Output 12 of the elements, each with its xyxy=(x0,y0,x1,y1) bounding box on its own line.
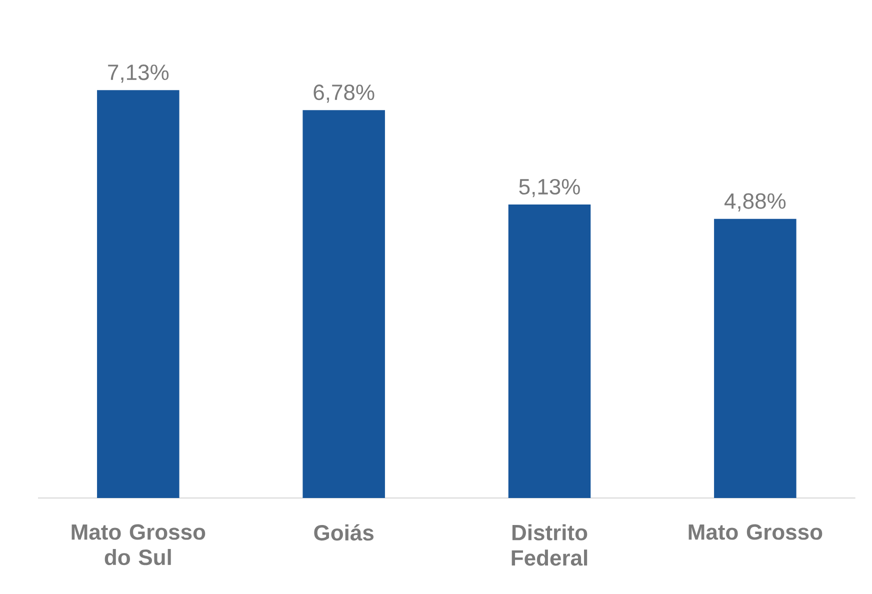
data-label: 6,78% xyxy=(314,84,374,103)
bar xyxy=(508,204,591,498)
x-tick-label: Mato Grosso xyxy=(688,524,822,540)
x-tick-label: Distrito Federal xyxy=(512,524,588,566)
x-tick-label: Goiás xyxy=(314,524,374,541)
x-tick-label: Mato Grosso do Sul xyxy=(72,524,206,566)
bar xyxy=(302,110,385,498)
bar xyxy=(97,90,180,498)
data-label: 4,88% xyxy=(724,193,786,212)
data-label: 7,13% xyxy=(108,64,169,83)
bar xyxy=(714,218,796,498)
data-label: 5,13% xyxy=(519,178,580,198)
